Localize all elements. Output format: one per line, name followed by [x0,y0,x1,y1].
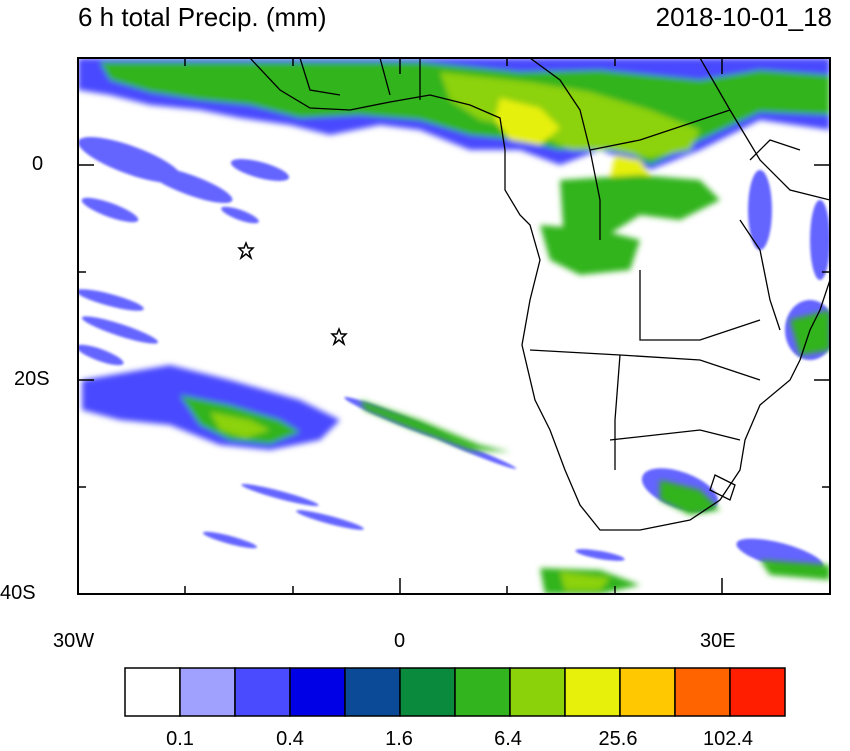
colorbar-label: 1.6 [385,728,413,750]
colorbar-swatch [289,667,346,717]
station-markers [237,240,348,347]
colorbar-swatch [509,667,566,717]
y-tick-0: 0 [32,153,44,175]
colorbar-label: 0.1 [166,728,194,750]
y-tick-20s: 20S [14,368,50,390]
precip-field [78,58,830,594]
colorbar-label: 6.4 [494,728,522,750]
x-tick-30e: 30E [700,630,736,652]
coastlines [249,58,830,531]
colorbar-swatch [124,667,181,717]
colorbar-swatch [674,667,731,717]
map-frame [77,57,831,595]
colorbar-label: 0.4 [276,728,304,750]
colorbar-swatch [179,667,236,717]
star-icon [237,240,255,261]
star-icon [330,326,348,347]
colorbar-swatch [399,667,456,717]
y-tick-40s: 40S [0,582,36,604]
map-datetime: 2018-10-01_18 [655,2,832,32]
axis-ticks [77,58,830,595]
colorbar-swatch [619,667,676,717]
colorbar-swatch [729,667,786,717]
x-tick-30w: 30W [53,630,95,652]
colorbar-swatch [564,667,621,717]
x-tick-0: 0 [394,630,406,652]
colorbar-label: 25.6 [598,728,638,750]
colorbar-swatch [454,667,511,717]
map-title: 6 h total Precip. (mm) [78,2,327,32]
colorbar-label: 102.4 [702,728,754,750]
colorbar-swatch [344,667,401,717]
colorbar-swatch [234,667,291,717]
colorbar [124,667,786,717]
